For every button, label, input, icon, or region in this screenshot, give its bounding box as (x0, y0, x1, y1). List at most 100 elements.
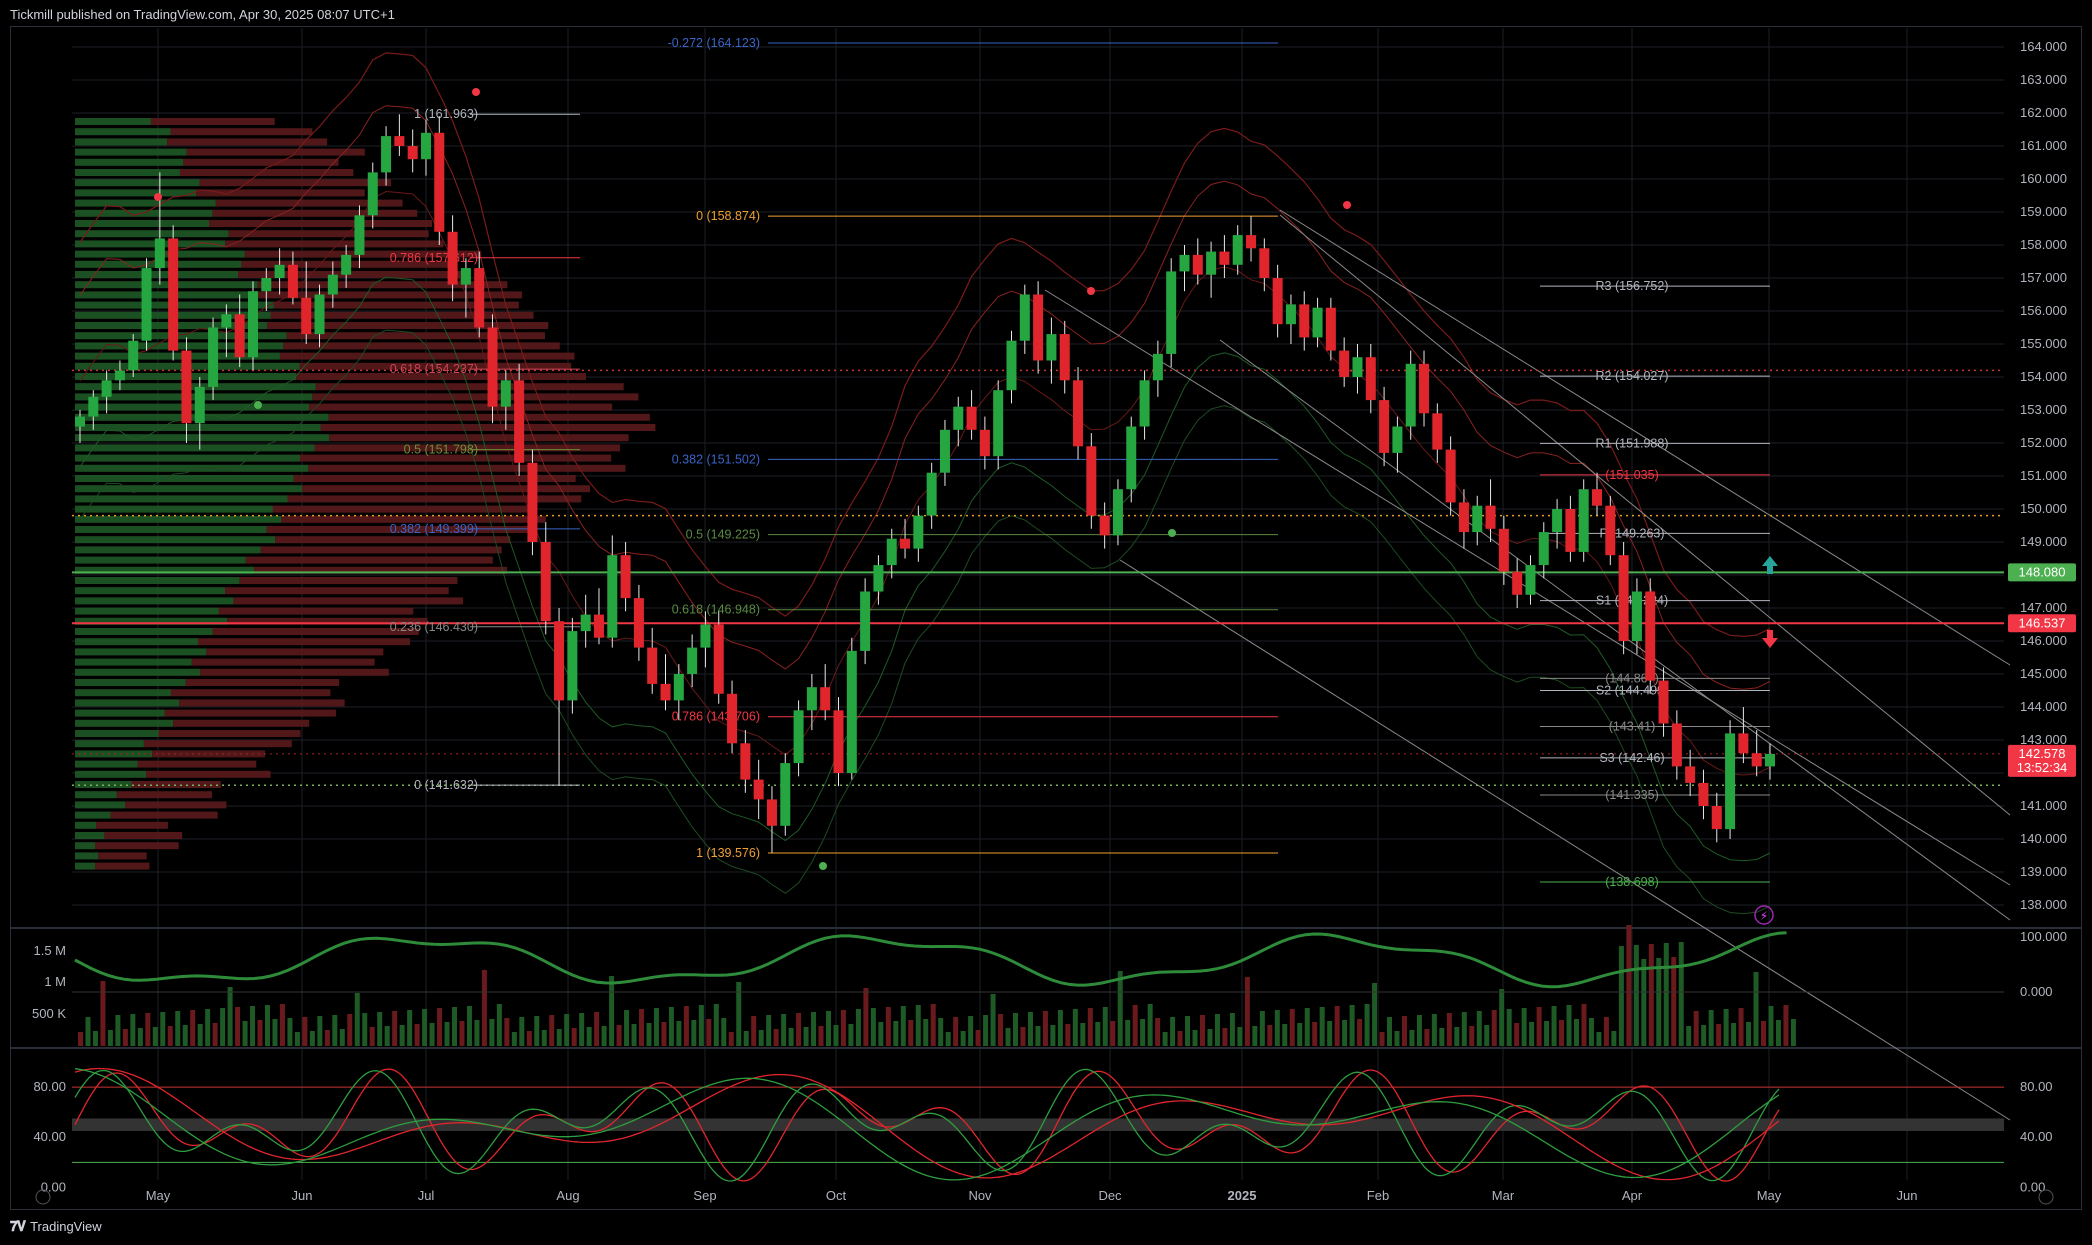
profile-bar-up (75, 587, 226, 595)
volume-bar (1192, 1030, 1198, 1046)
volume-bar (1663, 943, 1669, 1046)
price-tick: 163.000 (2020, 72, 2067, 87)
volume-bar (1446, 1013, 1452, 1046)
candle-body (647, 647, 658, 684)
volume-bar (1282, 1024, 1288, 1046)
volume-bar (1731, 1023, 1737, 1046)
profile-bar-up (75, 393, 313, 401)
volume-bar (915, 1005, 921, 1046)
profile-bar-up (75, 179, 200, 187)
volume-bar (392, 1011, 398, 1046)
profile-bar-down (267, 322, 549, 329)
candle-body (208, 327, 219, 387)
price-axis[interactable]: 164.000 163.000 162.000 161.000 160.000 159.0… (2020, 39, 2067, 912)
price-tick: 150.000 (2020, 501, 2067, 516)
candle-body (820, 687, 831, 711)
volume-bar (1095, 1022, 1101, 1046)
profile-bar-up (75, 475, 294, 482)
profile-bar-down (312, 393, 639, 401)
time-tick: Aug (556, 1188, 579, 1203)
profile-bar-down (164, 709, 336, 717)
profile-bar-up (75, 526, 267, 533)
profile-bar-up (75, 546, 261, 554)
candle-body (1099, 515, 1110, 536)
candle-body (713, 624, 724, 694)
profile-bar-down (296, 373, 586, 380)
profile-bar-down (186, 148, 365, 156)
volume-bar (1551, 1006, 1557, 1046)
candle-body (900, 538, 911, 549)
candle-body (1405, 363, 1416, 427)
candle-body (580, 614, 591, 632)
volume-bar (1200, 1015, 1205, 1046)
candle-body (1006, 340, 1017, 391)
volume-bar (1304, 1008, 1310, 1046)
volume-bar (661, 1022, 667, 1046)
lightning-glyph: ⚡ (1760, 909, 1768, 923)
volume-bar (683, 1006, 689, 1046)
profile-bar-up (75, 556, 246, 564)
volume-bar (1716, 1024, 1722, 1046)
volume-bar (803, 1027, 809, 1046)
profile-bar-up (75, 383, 316, 391)
volume-bar (1693, 1011, 1699, 1046)
time-axis[interactable]: May Jun Jul Aug Sep Oct Nov Dec 2025 Feb Mar Apr May… (146, 1188, 1918, 1203)
volume-bar (968, 1016, 974, 1046)
time-tick: Sep (693, 1188, 716, 1203)
volume-bar (923, 1019, 929, 1046)
candle-body (1565, 509, 1576, 552)
volume-bar (377, 1012, 383, 1046)
volume-bar (1686, 1026, 1692, 1046)
profile-bar-up (75, 566, 255, 574)
volume-bar (1603, 1017, 1609, 1046)
volume-bar (1140, 1019, 1146, 1046)
stoch-tick-right: 80.00 (2020, 1079, 2053, 1094)
volume-bar (534, 1016, 540, 1046)
signal-dot (1168, 529, 1176, 537)
volume-bar (339, 1029, 345, 1046)
time-tick: Jul (418, 1188, 435, 1203)
candle-body (1379, 400, 1390, 453)
candle-body (966, 406, 977, 430)
profile-bar-down (227, 617, 428, 625)
volume-tick: 1 M (44, 974, 66, 989)
price-tick: 161.000 (2020, 138, 2067, 153)
pivot-label: (141.335) (1605, 788, 1659, 802)
pivot-label: S2 (144.499) (1596, 684, 1668, 698)
candle-body (554, 621, 565, 701)
profile-bar-down (308, 403, 613, 411)
candle-body (168, 238, 179, 351)
profile-bar-down (212, 209, 418, 217)
profile-bar-down (239, 577, 458, 584)
candle-body (1126, 426, 1137, 490)
price-tick: 156.000 (2020, 303, 2067, 318)
volume-bar (811, 1012, 817, 1046)
candles (75, 114, 1775, 853)
candle-body (394, 136, 405, 146)
candle-body (1538, 532, 1549, 566)
price-tag-value: 146.537 (2019, 615, 2066, 630)
profile-bar-up (75, 515, 282, 523)
candle-body (460, 268, 471, 285)
volume-bar (354, 993, 360, 1046)
volume-bar (1648, 944, 1654, 1046)
stoch-line (74, 1068, 1780, 1182)
volume-bar (1274, 1010, 1280, 1046)
profile-bar-up (75, 648, 207, 656)
volume-bar (287, 1018, 293, 1046)
volume-bar (294, 1032, 300, 1046)
candle-body (1419, 363, 1430, 414)
volume-bar (1491, 1010, 1497, 1046)
stoch-tick-right: 40.00 (2020, 1129, 2053, 1144)
signal-dot (819, 862, 827, 870)
volume-bar (466, 1006, 472, 1046)
volume-bar (182, 1025, 188, 1046)
volume-bar (1708, 1010, 1714, 1046)
volume-bar (130, 1014, 136, 1046)
volume-bar (773, 1029, 779, 1046)
volume-bar (1222, 1028, 1228, 1046)
volume-oscillator (74, 931, 1787, 989)
volume-bar (160, 1012, 166, 1046)
